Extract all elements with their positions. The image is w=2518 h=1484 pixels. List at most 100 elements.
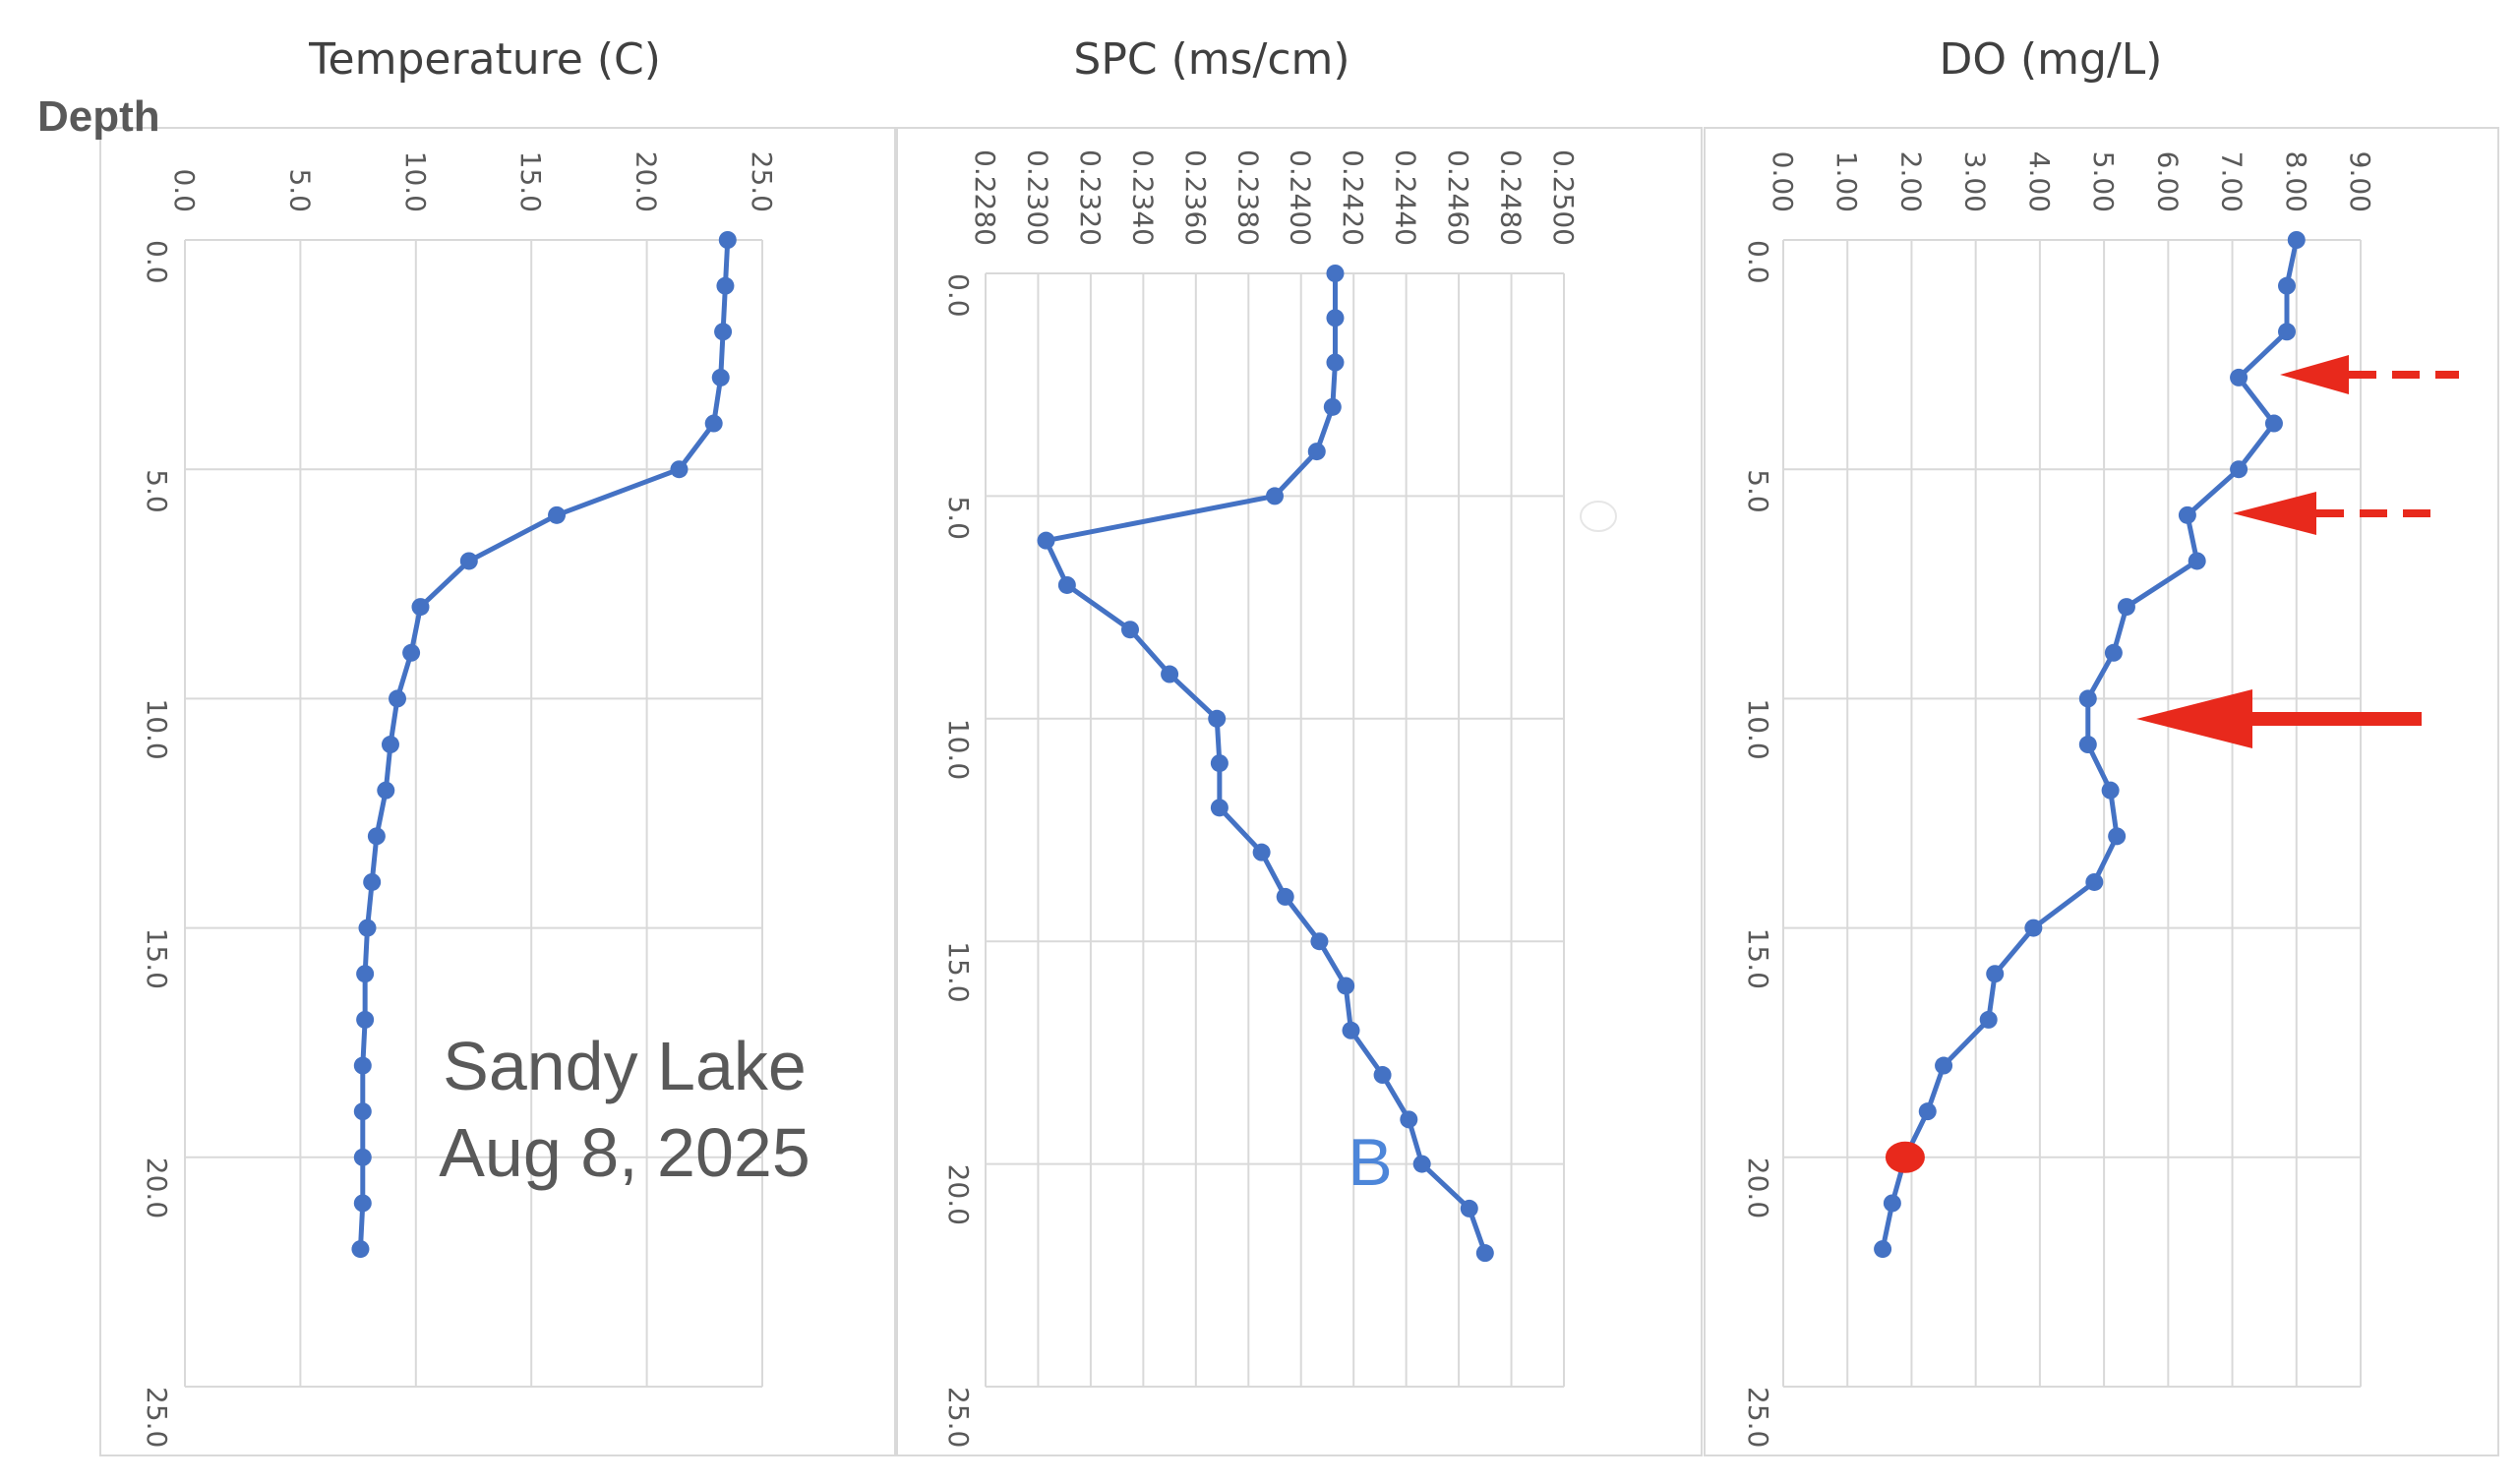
data-point [356, 965, 375, 983]
data-point [548, 505, 567, 524]
data-point [377, 781, 395, 800]
site-date: Aug 8, 2025 [439, 1114, 810, 1191]
data-point [1326, 265, 1345, 282]
data-point [1161, 665, 1179, 683]
data-point [1121, 621, 1139, 639]
data-point [1874, 1240, 1892, 1259]
chart-panel-2: SPC (ms/cm) 0.2280 0.2300 0.2320 0.2340 0.236… [896, 34, 1703, 1456]
x-tick-label: 0.0 [168, 168, 201, 212]
x-tick-label: 0.2460 [1442, 149, 1474, 246]
data-point [1310, 932, 1329, 951]
x-tick-label: 25.0 [746, 151, 778, 212]
data-point [353, 1148, 372, 1166]
data-point [1210, 754, 1229, 773]
data-point [2104, 643, 2123, 662]
data-point [351, 1240, 370, 1259]
chart-frame [99, 127, 896, 1456]
depth-tick-label: 20.0 [1742, 1158, 1774, 1218]
panel-marker: B [1348, 1125, 1392, 1200]
data-point [1342, 1021, 1360, 1039]
site-name: Sandy Lake [443, 1028, 807, 1104]
x-tick-label: 0.2440 [1390, 149, 1422, 246]
x-tick-label: 1.00 [1830, 151, 1863, 212]
x-tick-label: 0.2360 [1179, 149, 1212, 246]
data-point [1986, 965, 2005, 983]
data-point [353, 1102, 372, 1121]
arrow-head [2233, 492, 2316, 535]
data-point [459, 552, 478, 570]
depth-tick-label: 10.0 [141, 698, 173, 759]
x-tick-label: 0.2500 [1547, 149, 1580, 246]
faint-circle-mark [1580, 501, 1617, 532]
data-point [1326, 309, 1345, 327]
x-tick-label: 0.2420 [1337, 149, 1369, 246]
x-tick-label: 8.00 [2280, 151, 2312, 212]
x-tick-label: 6.00 [2151, 151, 2184, 212]
data-point [1883, 1194, 1901, 1213]
chart-panel-3: DO (mg/L) 0.00 1.00 2.00 3.00 4.00 5.00 6.00 7.0… [1704, 34, 2499, 1456]
x-tick-label: 9.00 [2344, 151, 2376, 212]
depth-tick-label: 15.0 [942, 941, 975, 1002]
depth-tick-label: 5.0 [1742, 469, 1774, 513]
data-point [2024, 919, 2043, 937]
data-point [1252, 843, 1271, 861]
data-point [1935, 1056, 1953, 1075]
data-point [2277, 276, 2296, 295]
highlighted-point [1885, 1141, 1925, 1173]
data-point [2101, 781, 2120, 800]
depth-tick-label: 5.0 [141, 469, 173, 513]
data-point [1210, 799, 1229, 817]
data-point [2188, 552, 2206, 570]
data-point [2178, 505, 2196, 524]
chart-title: SPC (ms/cm) [1073, 34, 1349, 85]
x-tick-label: 20.0 [630, 151, 663, 212]
data-point [402, 643, 421, 662]
depth-tick-label: 5.0 [942, 496, 975, 540]
data-point [2117, 598, 2135, 617]
data-point [1400, 1110, 1418, 1129]
x-tick-label: 7.00 [2216, 151, 2248, 212]
depth-tick-label: 25.0 [1742, 1387, 1774, 1448]
x-tick-label: 0.2340 [1126, 149, 1159, 246]
data-point [2078, 736, 2097, 754]
data-point [1475, 1244, 1494, 1263]
data-point [1979, 1010, 1998, 1029]
chart-title: DO (mg/L) [1940, 34, 2163, 85]
x-tick-label: 3.00 [1959, 151, 1992, 212]
data-point [1266, 487, 1284, 505]
depth-tick-label: 0.0 [942, 273, 975, 318]
data-point [2108, 827, 2127, 846]
data-point [2078, 689, 2097, 708]
arrow-head [2280, 355, 2349, 394]
data-point [1326, 353, 1345, 372]
data-point [353, 1056, 372, 1075]
depth-tick-label: 15.0 [141, 928, 173, 989]
x-tick-label: 0.2480 [1495, 149, 1528, 246]
data-point [1918, 1102, 1937, 1121]
chart-frame [896, 127, 1703, 1456]
depth-tick-label: 25.0 [942, 1387, 975, 1448]
data-point [2230, 368, 2248, 386]
data-point [2230, 460, 2248, 479]
data-point [1276, 887, 1294, 906]
data-point [411, 598, 430, 617]
data-point [1337, 977, 1355, 995]
data-point [718, 231, 737, 249]
data-point [714, 323, 733, 341]
data-point [353, 1194, 372, 1213]
arrow-head [2136, 689, 2252, 748]
depth-tick-label: 0.0 [141, 240, 173, 284]
x-tick-label: 0.2400 [1285, 149, 1317, 246]
data-point [1307, 443, 1326, 461]
data-point [711, 368, 730, 386]
x-tick-label: 5.0 [283, 168, 316, 212]
chart-title: Temperature (C) [308, 34, 661, 85]
data-point [704, 414, 723, 433]
data-point [2085, 872, 2104, 891]
data-point [363, 872, 382, 891]
x-tick-label: 0.2320 [1074, 149, 1107, 246]
data-point [1373, 1066, 1392, 1085]
data-point [358, 919, 377, 937]
